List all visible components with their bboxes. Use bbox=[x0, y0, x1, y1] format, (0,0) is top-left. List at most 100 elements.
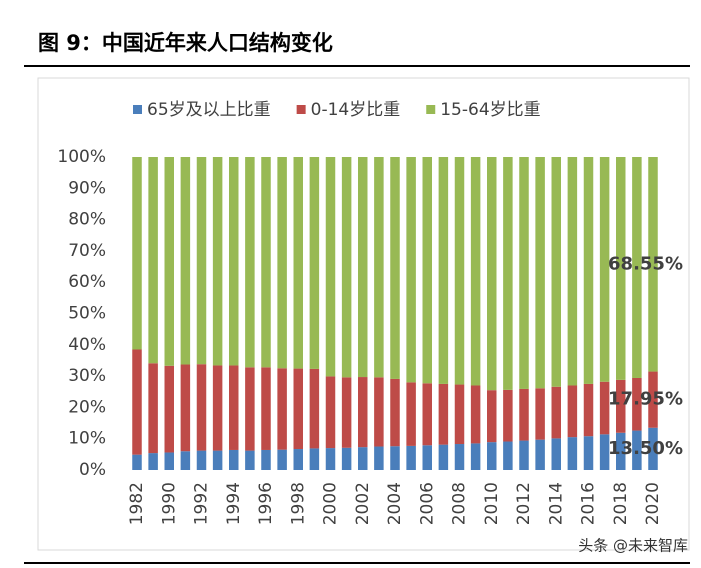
y-tick-label: 90% bbox=[68, 178, 106, 198]
bar-segment bbox=[390, 157, 400, 379]
bar-segment bbox=[632, 430, 642, 470]
bar-segment bbox=[503, 389, 513, 442]
bar-segment bbox=[148, 157, 158, 364]
legend-swatch bbox=[426, 105, 436, 114]
bar-segment bbox=[196, 157, 207, 365]
legend-label: 65岁及以上比重 bbox=[147, 100, 271, 120]
bar-segment bbox=[277, 368, 287, 450]
x-tick-label: 2004 bbox=[385, 482, 405, 525]
bar-segment bbox=[470, 157, 481, 386]
y-tick-label: 100% bbox=[57, 147, 106, 167]
y-tick-label: 20% bbox=[68, 397, 106, 417]
bar-segment bbox=[519, 157, 529, 389]
bar-segment bbox=[487, 442, 497, 470]
bar-segment bbox=[616, 379, 626, 433]
bar-segment bbox=[132, 454, 142, 470]
bar-segment bbox=[487, 157, 497, 391]
bar-segment bbox=[164, 452, 174, 470]
x-tick-label: 1982 bbox=[127, 482, 147, 525]
bar-segment bbox=[583, 383, 594, 437]
x-tick-label: 1992 bbox=[192, 482, 212, 525]
bar-segment bbox=[325, 448, 336, 470]
x-tick-label: 2002 bbox=[353, 482, 373, 525]
bar-segment bbox=[583, 436, 594, 470]
y-tick-label: 10% bbox=[68, 429, 106, 449]
x-tick-label: 2020 bbox=[643, 482, 663, 525]
bar-segment bbox=[358, 157, 368, 378]
chart-title: 图 9：中国近年来人口结构变化 bbox=[38, 31, 333, 55]
bar-segment bbox=[132, 157, 142, 350]
bar-segment bbox=[454, 157, 465, 385]
bar-segment bbox=[567, 385, 578, 438]
bar-segment bbox=[132, 349, 142, 455]
bar-segment bbox=[406, 157, 416, 383]
bar-segment bbox=[164, 157, 174, 366]
y-tick-label: 80% bbox=[68, 210, 106, 230]
x-tick-label: 2014 bbox=[546, 482, 566, 525]
bar-segment bbox=[648, 371, 658, 428]
bar-segment bbox=[438, 157, 449, 384]
bar-segment bbox=[551, 438, 561, 470]
x-tick-label: 2016 bbox=[579, 482, 599, 525]
bar-segment bbox=[212, 450, 223, 470]
bar-segment bbox=[148, 363, 158, 454]
bar-segment bbox=[341, 447, 352, 470]
bar-segment bbox=[245, 450, 255, 470]
bar-segment bbox=[229, 365, 239, 450]
bar-segment bbox=[212, 157, 223, 366]
watermark: 头条 @未来智库 bbox=[578, 537, 688, 555]
bar-segment bbox=[293, 449, 303, 470]
bar-segment bbox=[503, 157, 513, 390]
bar-segment bbox=[148, 453, 158, 470]
bar-segment bbox=[519, 388, 529, 441]
bar-segment bbox=[567, 437, 578, 470]
bar-segment bbox=[438, 444, 449, 470]
x-tick-label: 2018 bbox=[611, 482, 631, 525]
x-tick-label: 2010 bbox=[482, 482, 502, 525]
x-tick-label: 2012 bbox=[514, 482, 534, 525]
bar-segment bbox=[180, 451, 191, 470]
data-label: 13.50% bbox=[608, 438, 683, 459]
legend-swatch bbox=[296, 105, 306, 114]
bar-segment bbox=[599, 434, 610, 470]
bar-segment bbox=[454, 444, 465, 470]
y-tick-label: 50% bbox=[68, 304, 106, 324]
bar-segment bbox=[422, 383, 432, 446]
legend-swatch bbox=[133, 105, 142, 114]
bar-segment bbox=[358, 447, 368, 470]
bar-segment bbox=[648, 427, 658, 470]
x-tick-label: 2000 bbox=[321, 482, 341, 525]
bar-segment bbox=[503, 441, 513, 470]
bar-segment bbox=[406, 445, 416, 470]
x-tick-label: 1998 bbox=[288, 482, 308, 525]
legend-label: 15-64岁比重 bbox=[440, 100, 540, 120]
x-tick-label: 2008 bbox=[450, 482, 470, 525]
bar-segment bbox=[551, 157, 561, 387]
bar-segment bbox=[196, 450, 207, 470]
y-tick-label: 30% bbox=[68, 366, 106, 386]
bar-segment bbox=[261, 157, 271, 368]
bar-segment bbox=[229, 449, 239, 470]
bar-segment bbox=[567, 157, 578, 386]
bar-segment bbox=[293, 368, 303, 450]
data-label: 17.95% bbox=[608, 389, 683, 410]
bar-segment bbox=[325, 376, 336, 449]
y-tick-label: 60% bbox=[68, 272, 106, 292]
data-label: 68.55% bbox=[608, 253, 683, 274]
chart-frame bbox=[37, 77, 690, 551]
bar-segment bbox=[164, 365, 174, 453]
bar-segment bbox=[632, 157, 642, 378]
bar-segment bbox=[358, 377, 368, 448]
bar-segment bbox=[519, 440, 529, 470]
bar-segment bbox=[229, 157, 239, 366]
bar-segment bbox=[196, 364, 207, 451]
bar-segment bbox=[616, 157, 626, 380]
bar-segment bbox=[599, 157, 610, 382]
bar-segment bbox=[648, 157, 658, 372]
bar-segment bbox=[341, 157, 352, 378]
bar-segment bbox=[261, 367, 271, 450]
bar-segment bbox=[212, 365, 223, 451]
bar-segment bbox=[438, 383, 449, 445]
x-tick-label: 1990 bbox=[159, 482, 179, 525]
